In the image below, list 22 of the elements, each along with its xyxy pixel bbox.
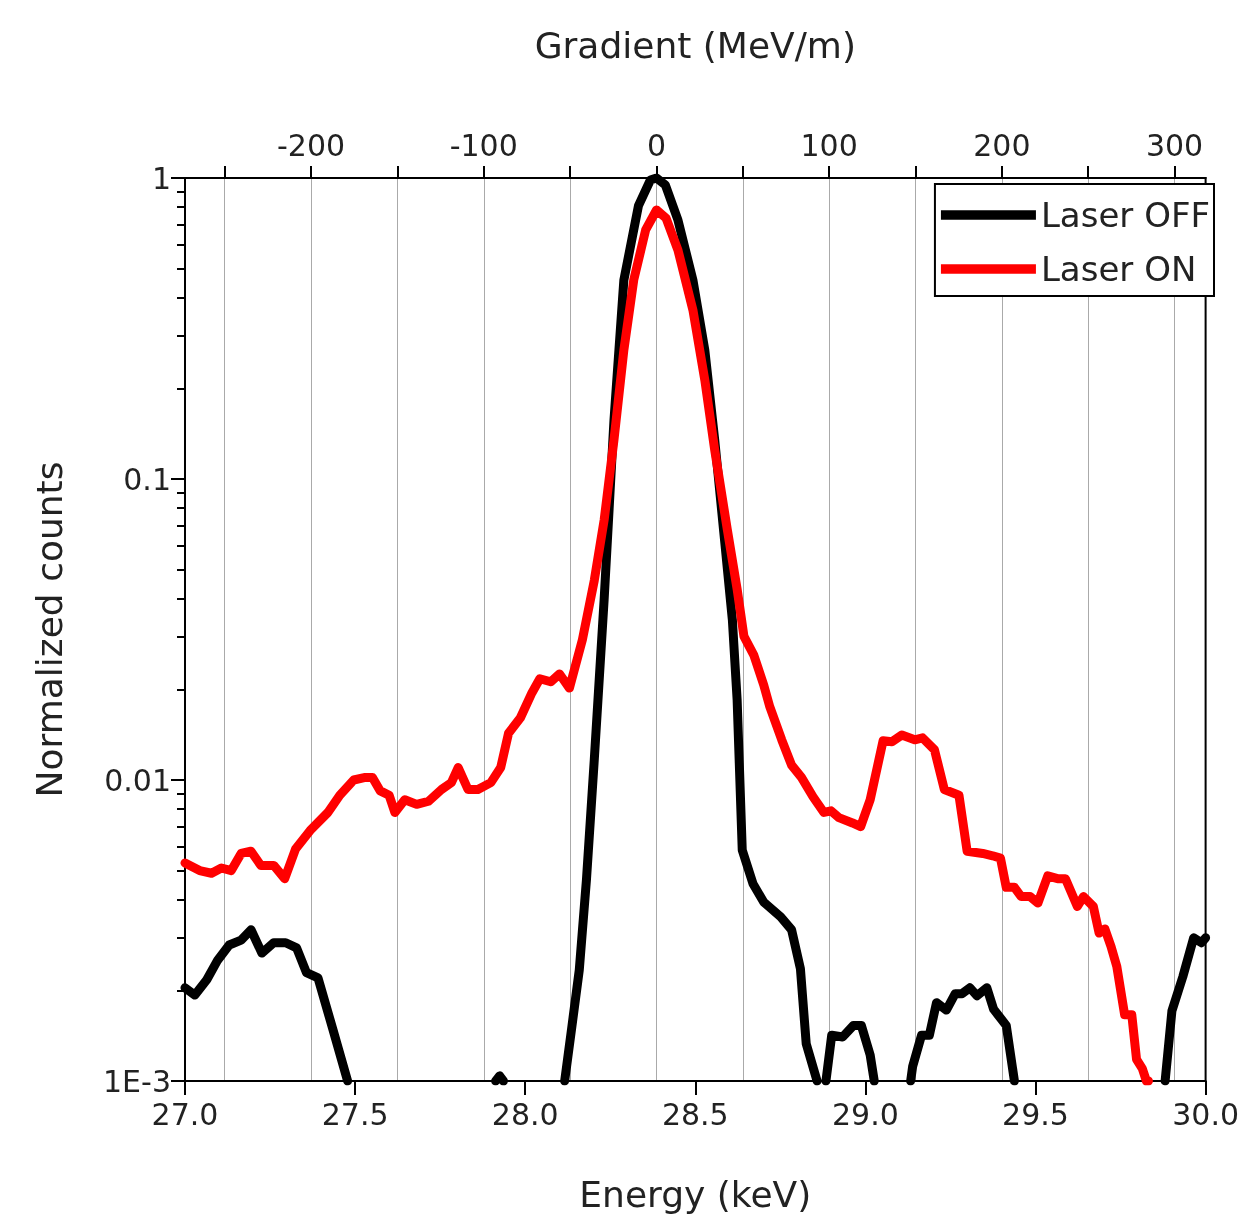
x-tick-label: 28.0	[491, 1096, 559, 1132]
x2-tick-label: -100	[449, 127, 518, 163]
x2-tick-label: 200	[973, 127, 1031, 163]
y-tick-label: 0.01	[104, 762, 171, 798]
legend-label: Laser ON	[1040, 249, 1197, 289]
x2-tick-label: 300	[1145, 127, 1204, 163]
legend-label: Laser OFF	[1040, 195, 1211, 235]
x2-tick-label: 100	[800, 127, 858, 163]
x-tick-label: 27.5	[321, 1096, 389, 1132]
x2-axis-title: Gradient (MeV/m)	[534, 24, 856, 66]
y-tick-label: 1	[151, 160, 171, 196]
x2-tick-label: 0	[646, 127, 666, 163]
x-tick-label: 30.0	[1172, 1096, 1239, 1132]
y-axis-title: Normalized counts	[28, 461, 70, 798]
x-tick-label: 29.5	[1002, 1096, 1069, 1132]
x-tick-label: 27.0	[151, 1096, 219, 1132]
x2-tick-label: -200	[277, 127, 346, 163]
y-tick-label: 1E-3	[103, 1063, 171, 1099]
x-axis-title: Energy (keV)	[579, 1173, 812, 1215]
x-tick-label: 28.5	[661, 1096, 729, 1132]
x-tick-label: 29.0	[832, 1096, 899, 1132]
y-tick-label: 0.1	[123, 461, 171, 497]
